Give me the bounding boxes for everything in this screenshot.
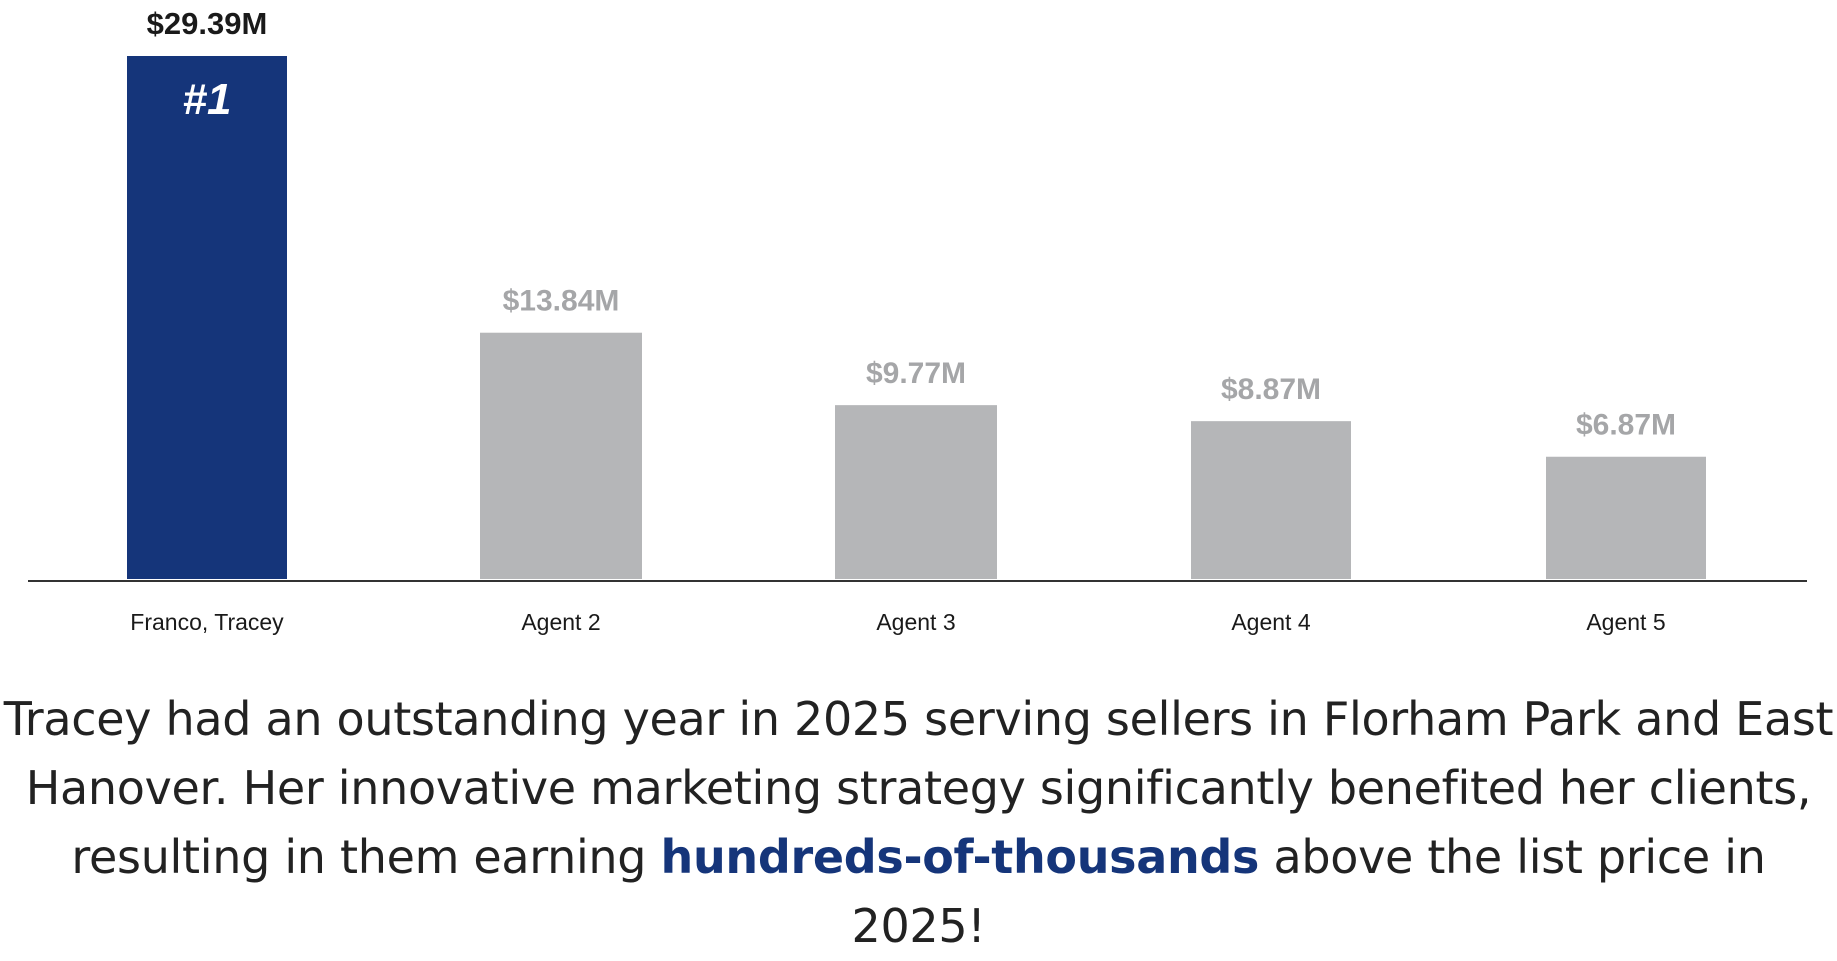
rank-badge: #1: [183, 75, 232, 124]
category-label-2: Agent 2: [521, 609, 600, 635]
category-label-3: Agent 3: [876, 609, 955, 635]
bar-1: [127, 56, 287, 579]
value-label-2: $13.84M: [503, 285, 620, 318]
caption-highlight: hundreds-of-thousands: [660, 830, 1260, 884]
value-label-3: $9.77M: [866, 357, 966, 390]
category-label-1: Franco, Tracey: [130, 609, 284, 635]
sales-volume-bar-chart: $29.39M #1 Franco, Tracey $13.84M Agent 2 $9.…: [28, 6, 1807, 635]
summary-caption: Tracey had an outstanding year in 2025 s…: [0, 685, 1837, 961]
category-label-5: Agent 5: [1586, 609, 1665, 635]
bar-3: [835, 405, 997, 579]
category-label-4: Agent 4: [1231, 609, 1310, 635]
bar-2: [480, 332, 642, 579]
value-label-4: $8.87M: [1221, 373, 1321, 406]
bar-5: [1546, 456, 1706, 579]
value-label-1: $29.39M: [147, 6, 268, 41]
bar-4: [1191, 421, 1351, 579]
value-label-5: $6.87M: [1576, 409, 1676, 442]
caption-text-before: Tracey had an outstanding year in 2025 s…: [3, 692, 1834, 884]
